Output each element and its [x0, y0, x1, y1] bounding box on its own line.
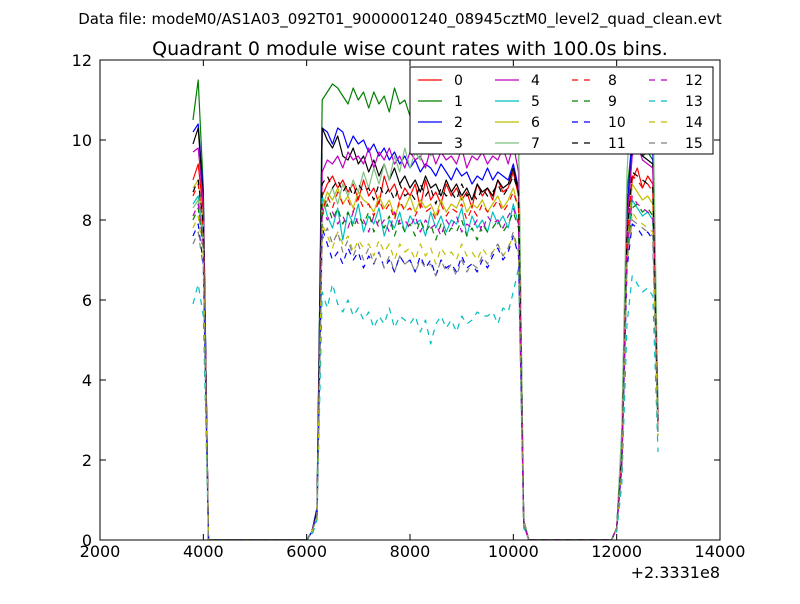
series-line-10: [192, 223, 659, 540]
x-tick-label: 2000: [80, 542, 121, 561]
x-tick-label: 10000: [488, 542, 539, 561]
y-tick-label: 12: [72, 51, 92, 70]
series-line-9: [192, 203, 659, 540]
y-tick-label: 2: [82, 451, 92, 470]
series-line-5: [192, 195, 659, 540]
y-tick-label: 6: [82, 291, 92, 310]
legend-label-8: 8: [608, 73, 617, 89]
legend-label-12: 12: [685, 73, 703, 89]
legend-frame: [409, 66, 714, 155]
legend-label-9: 9: [608, 94, 617, 110]
legend-label-2: 2: [454, 115, 463, 131]
y-tick-label: 4: [82, 371, 92, 390]
legend-label-5: 5: [531, 94, 540, 110]
series-line-11: [192, 171, 659, 540]
series-line-12: [192, 195, 659, 540]
series-line-0: [192, 163, 659, 540]
y-tick-label: 0: [82, 531, 92, 550]
legend-label-3: 3: [454, 136, 463, 152]
legend-label-7: 7: [531, 136, 540, 152]
series-line-13: [192, 267, 659, 540]
y-tick-label: 8: [82, 211, 92, 230]
x-tick-label: 8000: [390, 542, 431, 561]
series-line-6: [192, 179, 659, 540]
legend-label-1: 1: [454, 94, 463, 110]
series-line-2: [192, 123, 659, 540]
series-line-14: [192, 211, 659, 540]
x-offset-label: +2.3331e8: [631, 563, 720, 582]
series-line-15: [192, 219, 659, 540]
legend-label-6: 6: [531, 115, 540, 131]
chart-suptitle: Data file: modeM0/AS1A03_092T01_90000012…: [78, 10, 722, 29]
series-line-8: [192, 175, 659, 540]
legend-label-13: 13: [685, 94, 703, 110]
series-line-4: [192, 143, 659, 540]
legend-label-0: 0: [454, 73, 463, 89]
x-tick-label: 4000: [183, 542, 224, 561]
chart-title: Quadrant 0 module wise count rates with …: [152, 38, 668, 60]
legend-label-4: 4: [531, 73, 540, 89]
x-tick-label: 14000: [695, 542, 746, 561]
x-tick-label: 6000: [286, 542, 327, 561]
x-tick-label: 12000: [591, 542, 642, 561]
legend-label-15: 15: [685, 136, 703, 152]
y-tick-label: 10: [72, 131, 92, 150]
legend-label-10: 10: [608, 115, 626, 131]
legend-label-14: 14: [685, 115, 703, 131]
legend-label-11: 11: [608, 136, 626, 152]
series-line-3: [192, 127, 659, 540]
